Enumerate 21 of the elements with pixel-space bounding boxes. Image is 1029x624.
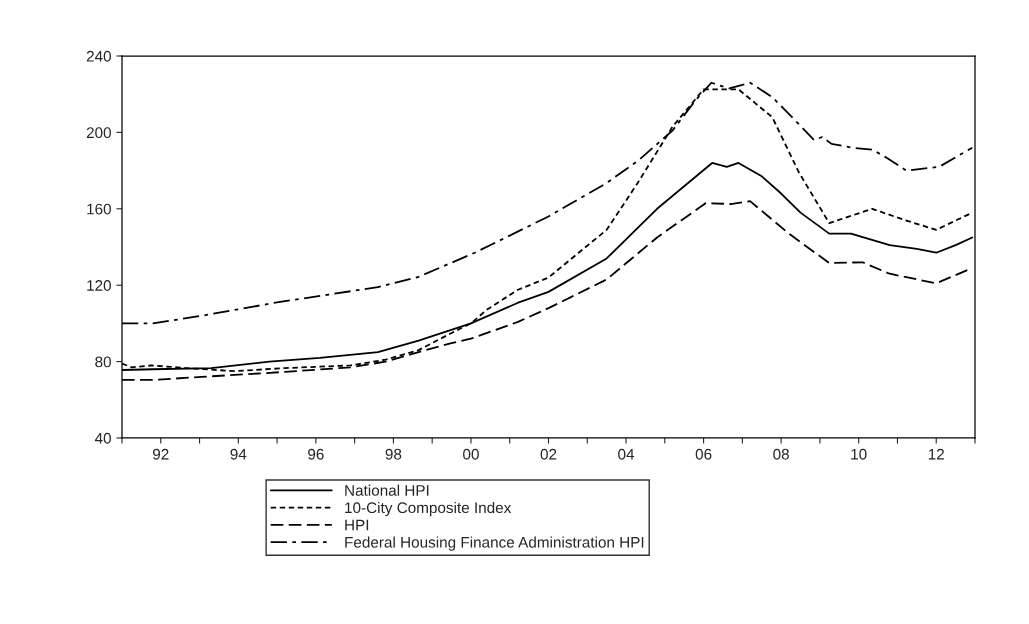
x-tick-label: 98: [385, 448, 402, 460]
y-tick-label: 40: [94, 432, 111, 444]
x-tick-label: 10: [851, 448, 867, 460]
x-tick-label: 96: [308, 448, 324, 460]
legend-label: National HPI: [345, 484, 429, 496]
x-tick-label: 08: [773, 448, 789, 460]
x-tick-label: 92: [152, 448, 169, 460]
legend-label: Federal Housing Finance Administration HPI: [345, 536, 644, 551]
x-tick-label: 12: [928, 448, 944, 460]
y-tick-label: 160: [87, 203, 111, 215]
y-tick-label: 240: [86, 50, 111, 62]
x-tick-label: 00: [463, 448, 479, 460]
y-tick-label: 120: [87, 280, 111, 291]
x-tick-label: 06: [695, 448, 712, 460]
legend-label: 10-City Composite Index: [345, 501, 512, 517]
legend-label: HPI: [345, 519, 369, 531]
y-tick-label: 200: [86, 127, 111, 139]
x-tick-label: 04: [618, 448, 635, 460]
x-tick-label: 94: [230, 448, 247, 460]
x-tick-label: 02: [540, 448, 557, 460]
y-tick-label: 80: [95, 356, 111, 368]
